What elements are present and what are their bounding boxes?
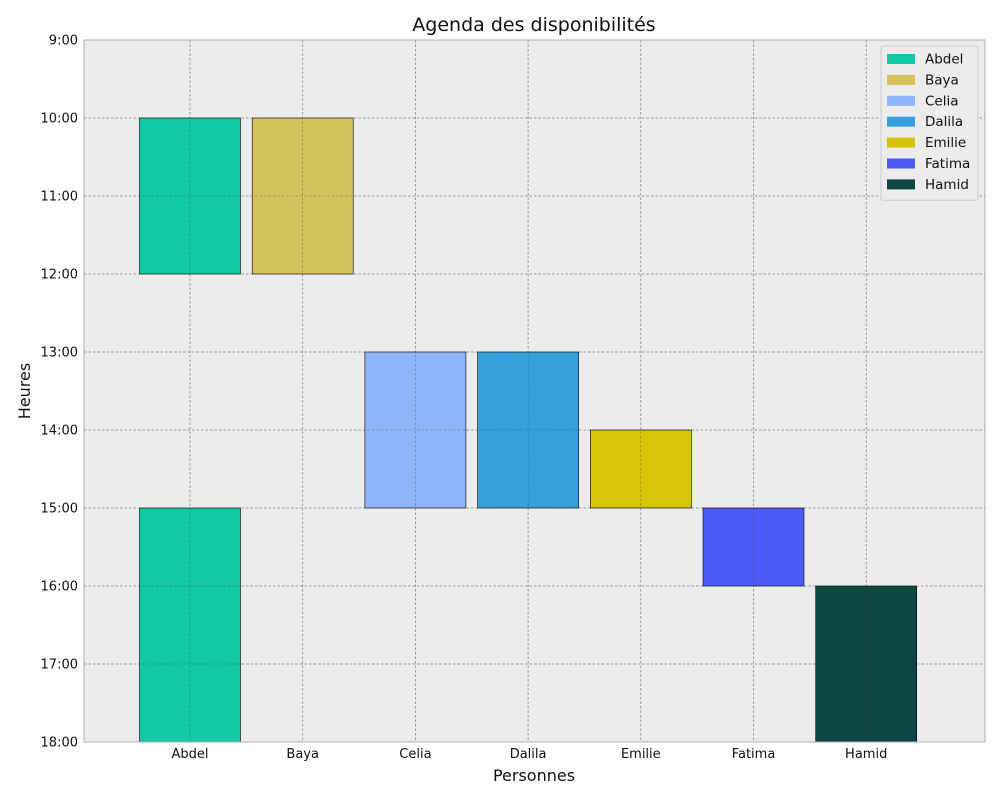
legend-label: Hamid: [925, 177, 969, 193]
x-tick-label: Baya: [286, 747, 319, 762]
y-tick-label: 13:00: [41, 346, 78, 361]
x-tick-label: Hamid: [845, 747, 887, 762]
y-tick-label: 15:00: [41, 502, 78, 517]
legend-label: Baya: [925, 72, 959, 88]
plot-frame: [83, 39, 986, 743]
y-tick-label: 14:00: [41, 424, 78, 439]
legend-swatch: [887, 158, 915, 169]
legend: Abdel Baya Celia Dalila Emilie Fatima Hamid: [880, 45, 979, 201]
x-tick-label: Emilie: [621, 747, 661, 762]
x-axis-label: Personnes: [493, 766, 575, 785]
y-axis-label: Heures: [15, 363, 34, 419]
x-tick-labels: Abdel Baya Celia Dalila Emilie Fatima Hamid: [171, 747, 887, 762]
legend-label: Fatima: [925, 156, 970, 172]
y-tick-label: 18:00: [41, 736, 78, 751]
y-tick-label: 10:00: [41, 112, 78, 127]
y-tick-labels: 9:00 10:00 11:00 12:00 13:00 14:00 15:00 16:00 1…: [41, 34, 78, 751]
legend-swatch: [887, 116, 915, 127]
chart-title: Agenda des disponibilités: [412, 14, 655, 36]
y-tick-label: 16:00: [41, 580, 78, 595]
legend-swatch: [887, 137, 915, 148]
y-tick-label: 9:00: [49, 34, 78, 49]
bar-fatima: [702, 507, 805, 587]
x-tick-label: Abdel: [171, 747, 208, 762]
legend-swatch: [887, 95, 915, 106]
y-tick-label: 12:00: [41, 268, 78, 283]
legend-label: Abdel: [925, 52, 963, 68]
legend-swatch: [887, 179, 915, 190]
y-tick-label: 17:00: [41, 658, 78, 673]
legend-swatch: [887, 54, 915, 64]
legend-label: Dalila: [925, 114, 963, 130]
y-tick-label: 11:00: [41, 190, 78, 205]
legend-label: Celia: [925, 93, 959, 109]
legend-label: Emilie: [925, 135, 966, 151]
x-tick-label: Fatima: [732, 747, 776, 762]
x-tick-label: Celia: [399, 747, 431, 762]
bars-group: [84, 39, 985, 743]
legend-swatch: [887, 74, 915, 85]
x-tick-label: Dalila: [510, 747, 547, 762]
